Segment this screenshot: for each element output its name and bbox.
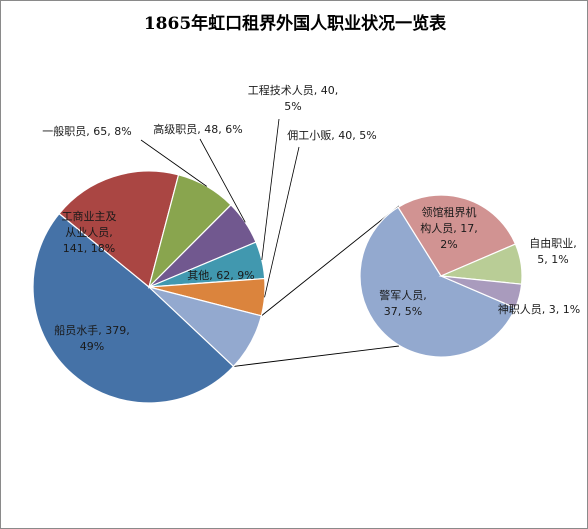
leader-line-c xyxy=(140,139,207,187)
main-label-b-line: 141, 18% xyxy=(63,242,115,255)
main-label-b-line: 工商业主及 xyxy=(62,209,117,223)
main-label-b-line: 从业人员, xyxy=(65,226,113,239)
secondary-label-c: 自由职业, 5, 1% xyxy=(529,236,577,266)
main-label-f: 佣工小贩, 40, 5% xyxy=(287,129,376,142)
secondary-label-b-line: 2% xyxy=(440,238,457,251)
connector-lines xyxy=(233,205,400,367)
secondary-slice-d xyxy=(440,275,523,309)
main-slice-g xyxy=(148,286,263,368)
leader-line-f xyxy=(264,146,300,298)
main-label-d-line: 高级职员, 48, 6% xyxy=(153,122,242,136)
connector-line-top xyxy=(261,205,400,317)
main-slice-b xyxy=(58,170,180,289)
secondary-label-d-line: 神职人员, 3, 1% xyxy=(498,302,580,316)
data-labels: 船员水手, 379, 49% 工商业主及从业人员, 141, 18% 一般职员, 65,… xyxy=(42,84,580,353)
secondary-label-b-line: 领馆租界机 xyxy=(422,205,477,219)
secondary-label-d: 神职人员, 3, 1% xyxy=(498,302,580,316)
secondary-label-b-line: 构人员, 17, xyxy=(420,221,478,235)
secondary-pie xyxy=(359,194,523,358)
leader-line-d xyxy=(199,138,246,223)
secondary-label-a-line: 37, 5% xyxy=(384,305,422,318)
main-label-e: 工程技术人员, 40, 5% xyxy=(248,84,339,113)
leader-line-e xyxy=(261,118,280,261)
secondary-slice-b xyxy=(397,194,517,277)
main-label-c: 一般职员, 65, 8% xyxy=(42,125,131,138)
leader-lines xyxy=(140,118,300,298)
secondary-label-c-line: 5, 1% xyxy=(537,253,568,266)
main-label-c-line: 一般职员, 65, 8% xyxy=(42,125,131,138)
secondary-label-c-line: 自由职业, xyxy=(529,236,577,250)
main-slice-a xyxy=(32,212,235,404)
main-label-g: 其他, 62, 9% xyxy=(187,269,254,282)
secondary-slice-a xyxy=(359,206,517,358)
secondary-label-a: 警军人员, 37, 5% xyxy=(379,288,427,318)
main-label-f-line: 佣工小贩, 40, 5% xyxy=(287,129,376,142)
main-label-b: 工商业主及从业人员, 141, 18% xyxy=(62,209,117,255)
secondary-label-b: 领馆租界机构人员, 17, 2% xyxy=(420,205,478,251)
main-pie xyxy=(32,170,266,404)
main-label-a-line: 船员水手, 379, xyxy=(54,323,130,337)
main-label-a: 船员水手, 379, 49% xyxy=(54,323,130,353)
connector-line-bottom xyxy=(233,345,400,367)
chart-title: 1865年虹口租界外国人职业状况一览表 xyxy=(144,13,447,34)
secondary-label-a-line: 警军人员, xyxy=(379,288,427,302)
main-label-g-line: 其他, 62, 9% xyxy=(187,269,254,282)
main-label-e-line: 5% xyxy=(284,100,301,113)
main-label-d: 高级职员, 48, 6% xyxy=(153,122,242,136)
main-label-a-line: 49% xyxy=(80,340,104,353)
main-label-e-line: 工程技术人员, 40, xyxy=(248,84,339,97)
